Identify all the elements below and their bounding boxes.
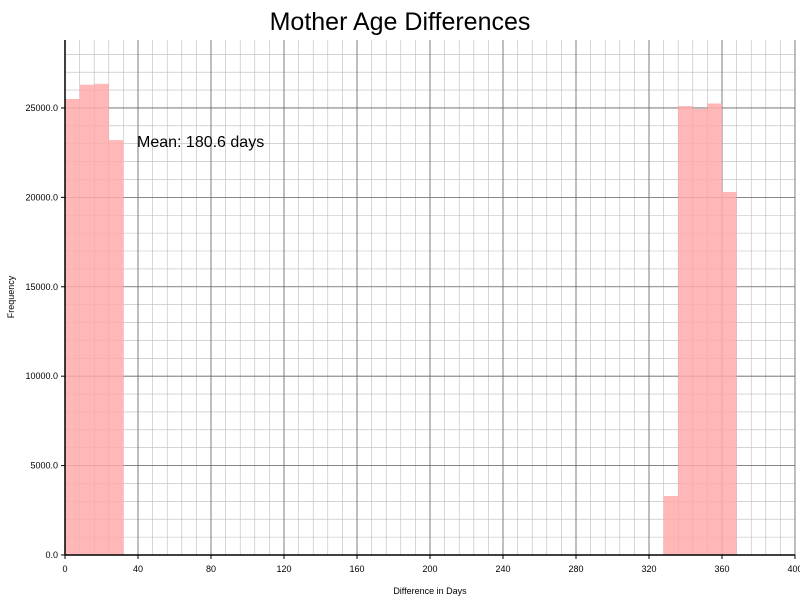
y-tick-label: 0.0 [45,550,58,560]
histogram-bar [678,106,693,555]
histogram-bars [65,83,737,556]
y-axis-ticks: 0.0 5000.0 10000.0 15000.0 20000.0 25000.0 [25,103,65,560]
histogram-bar [79,84,95,555]
x-tick-label: 280 [568,564,583,574]
x-tick-label: 360 [714,564,729,574]
histogram-bar [722,191,737,555]
histogram-bar [663,495,679,555]
x-tick-label: 240 [495,564,510,574]
histogram-bar [707,103,722,556]
x-axis-label: Difference in Days [393,586,467,596]
x-tick-label: 320 [641,564,656,574]
x-tick-label: 400 [787,564,800,574]
x-tick-label: 160 [349,564,364,574]
x-tick-label: 80 [206,564,216,574]
histogram-bar [65,99,80,556]
y-tick-label: 20000.0 [25,192,58,202]
x-tick-label: 40 [133,564,143,574]
histogram-bar [692,108,708,555]
chart-title: Mother Age Differences [270,8,531,36]
y-tick-label: 15000.0 [25,282,58,292]
x-tick-label: 0 [62,564,67,574]
x-axis-ticks: 0 40 80 120 160 200 240 280 320 360 400 [62,555,800,574]
histogram-bar [108,140,124,555]
y-axis-label: Frequency [6,275,16,318]
y-tick-label: 5000.0 [30,461,58,471]
x-tick-label: 120 [276,564,291,574]
histogram-bar [94,83,109,555]
x-tick-label: 200 [422,564,437,574]
mean-annotation: Mean: 180.6 days [137,134,264,151]
y-tick-label: 25000.0 [25,103,58,113]
y-tick-label: 10000.0 [25,371,58,381]
